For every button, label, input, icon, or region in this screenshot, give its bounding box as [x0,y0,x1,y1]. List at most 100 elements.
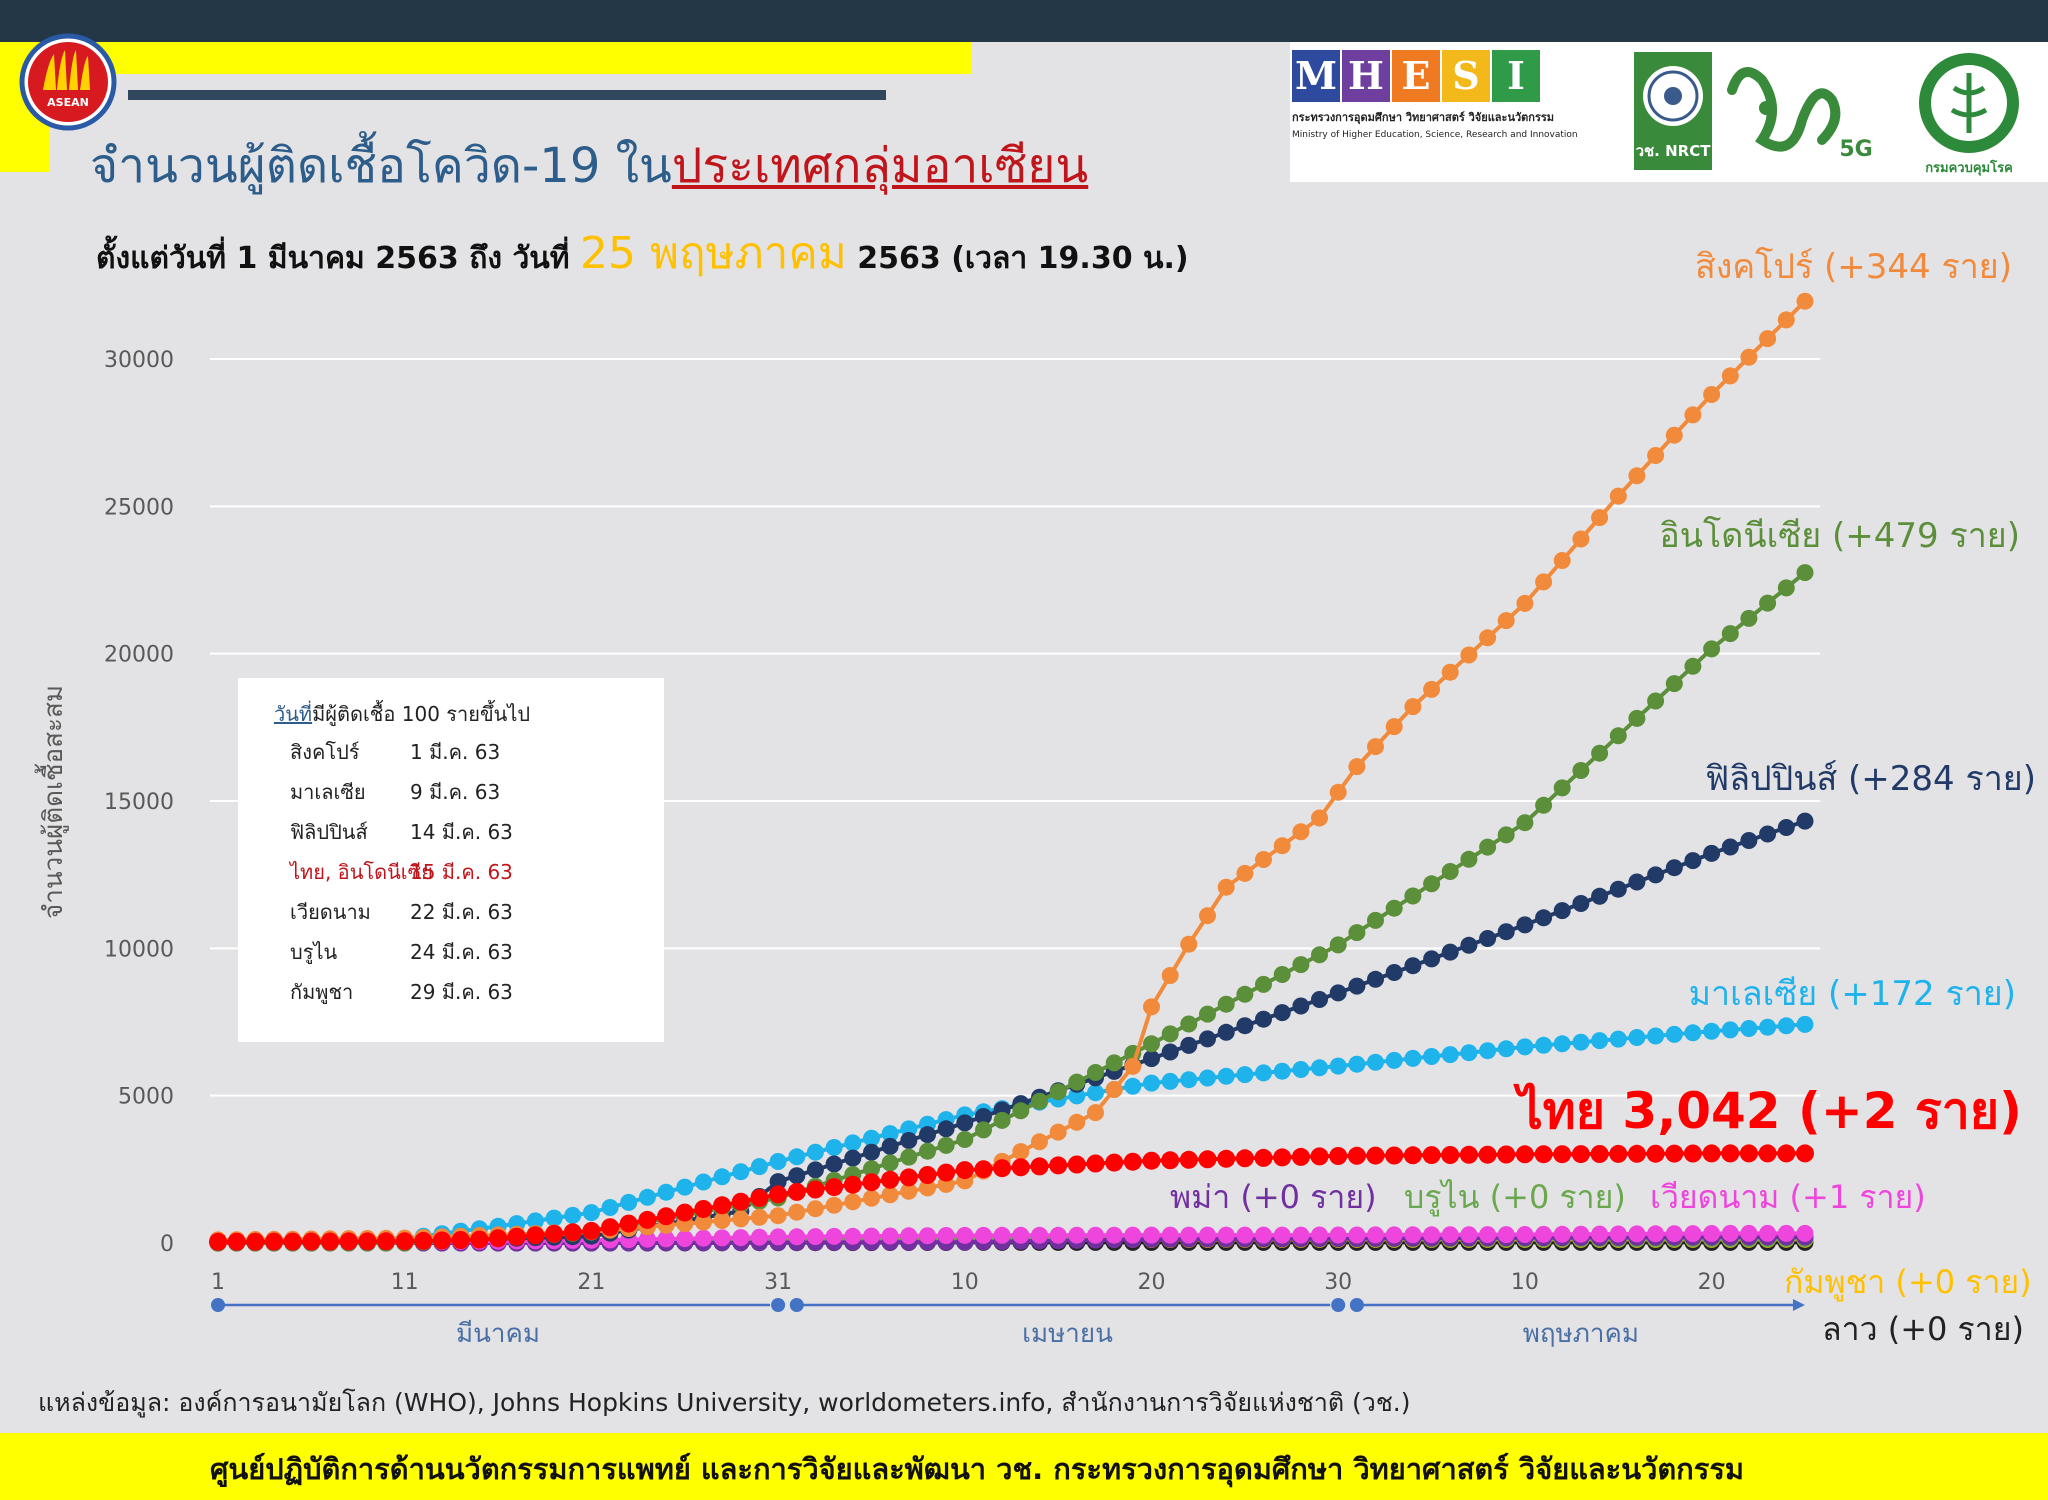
x-tick-label: 11 [391,1270,419,1295]
data-point [1516,814,1534,832]
threshold-date: 24 มี.ค. 63 [410,940,513,964]
month-arrow-end [1331,1298,1346,1312]
data-point [1423,875,1441,893]
data-point [675,1203,694,1222]
data-point [881,1154,899,1172]
data-point [1199,1030,1216,1048]
data-point [788,1203,806,1221]
data-point [843,1175,862,1194]
data-point [638,1230,656,1248]
data-point [1348,924,1366,942]
data-point [1628,873,1646,891]
month-span: พฤษภาคม [1349,1298,1805,1349]
data-point [1703,640,1721,658]
data-point [1609,1144,1628,1163]
data-point [1366,1146,1385,1165]
data-point [1721,838,1739,856]
data-point [1255,851,1272,868]
data-point [1497,1226,1515,1244]
data-point [844,1193,862,1211]
data-point [1572,762,1590,779]
data-point [1478,1145,1497,1164]
data-point [1161,1043,1179,1061]
data-point [1423,1048,1441,1065]
data-point [1012,1143,1030,1161]
data-point [1703,844,1721,862]
data-point [1721,1021,1739,1039]
data-point [1515,1145,1534,1164]
data-point [1367,738,1384,756]
data-point [1721,625,1739,643]
data-point [451,1231,470,1249]
threshold-row: บรูไน 24 มี.ค. 63 [290,936,513,968]
data-point [1292,1061,1310,1078]
data-point [1703,386,1721,403]
series-ไทย [209,1144,1814,1251]
page-subtitle: ตั้งแต่วันที่ 1 มีนาคม 2563 ถึง วันที่ 2… [96,218,1189,288]
data-point [788,1228,806,1246]
data-point [1721,367,1739,385]
data-point [1479,1226,1497,1244]
data-point [1143,1074,1160,1092]
data-point [1254,1148,1273,1167]
data-point [1049,1156,1068,1175]
data-point [1049,1123,1067,1141]
data-point [937,1227,955,1244]
data-point [1609,1030,1627,1048]
data-point [1628,1029,1646,1046]
data-point [1105,1081,1123,1098]
threshold-row: กัมพูชา 29 มี.ค. 63 [290,976,513,1008]
ddc-logo-text: กรมควบคุมโรค [1925,159,2013,176]
data-point [1049,1226,1067,1244]
data-point [1441,943,1459,961]
data-point [1292,823,1310,841]
data-point [1683,1144,1702,1163]
data-point [1367,911,1384,929]
data-point [1535,573,1553,591]
data-point [1086,1154,1105,1173]
data-point [1777,1144,1796,1163]
data-point [918,1166,937,1184]
data-point [1441,663,1459,681]
month-span: เมษายน [789,1298,1346,1349]
data-point [1572,1225,1590,1243]
data-point [1721,1224,1739,1242]
data-point [1553,902,1571,920]
data-point [358,1232,377,1251]
data-point [1684,657,1702,675]
data-point [788,1148,806,1166]
data-point [919,1227,936,1245]
data-point [937,1136,955,1154]
data-point [657,1207,676,1226]
nrct-logo-text: วช. NRCT [1636,142,1712,160]
data-point [1591,509,1609,527]
data-point [881,1170,900,1189]
data-point [1217,1023,1235,1041]
data-point [1627,1144,1646,1163]
threshold-country: สิงคโปร์ [290,740,360,764]
data-point [806,1228,824,1246]
data-point [1329,936,1347,954]
data-point [1348,758,1366,776]
data-point [1516,594,1534,612]
data-point [1385,1226,1403,1244]
data-point [1367,1226,1384,1244]
data-point [1739,1144,1758,1163]
threshold-row: ไทย, อินโดนีเซีย 15 มี.ค. 63 [290,856,513,888]
data-point [1777,311,1795,329]
series-label: เวียดนาม (+1 ราย) [1650,1178,1926,1216]
data-point [414,1231,433,1250]
data-point [638,1188,656,1206]
data-point [545,1224,564,1243]
data-point [900,1132,918,1149]
data-point [1329,984,1347,1002]
data-point [1759,1224,1777,1242]
data-point [1423,950,1441,968]
data-point [1460,1044,1478,1062]
data-point [582,1204,600,1222]
data-point [526,1212,544,1230]
data-point [1403,1146,1422,1165]
data-point [825,1178,844,1197]
data-point [900,1227,918,1245]
data-point [1105,1153,1124,1172]
